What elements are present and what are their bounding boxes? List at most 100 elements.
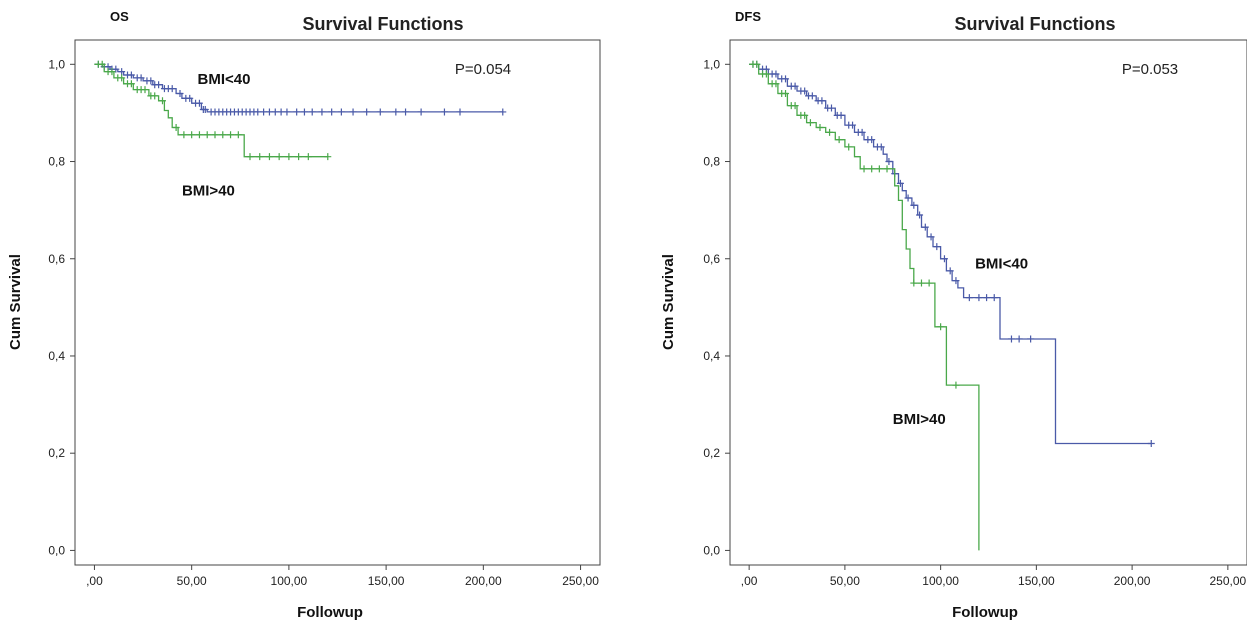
censor-mark xyxy=(151,92,159,100)
censor-mark xyxy=(392,108,400,116)
censor-mark xyxy=(349,108,357,116)
y-tick-label: 0,0 xyxy=(703,543,720,557)
censor-mark xyxy=(277,108,285,116)
censor-mark xyxy=(118,74,126,82)
censor-mark xyxy=(159,97,166,105)
series-layer xyxy=(749,60,1155,551)
series-layer xyxy=(94,60,507,161)
y-tick-label: 0,2 xyxy=(48,446,65,460)
series-label: BMI>40 xyxy=(893,411,946,428)
censor-mark xyxy=(753,60,761,68)
chart-tag: OS xyxy=(110,9,129,24)
censor-mark xyxy=(246,153,254,161)
survival-curve xyxy=(94,63,328,158)
censor-mark xyxy=(801,111,809,119)
y-axis-label: Cum Survival xyxy=(7,254,24,350)
censor-mark xyxy=(762,70,770,78)
censor-mark xyxy=(868,165,876,173)
censor-mark xyxy=(304,153,312,161)
series-label: BMI<40 xyxy=(975,255,1028,272)
censor-mark xyxy=(328,108,336,116)
censor-mark xyxy=(337,108,345,116)
censor-mark xyxy=(275,153,283,161)
y-tick-label: 1,0 xyxy=(48,57,65,71)
censor-mark xyxy=(265,153,273,161)
censor-mark xyxy=(180,131,188,139)
censor-mark xyxy=(176,89,184,97)
censor-mark xyxy=(168,85,176,93)
plot-frame xyxy=(729,39,1247,566)
censor-mark xyxy=(318,108,326,116)
censor-mark xyxy=(195,99,203,107)
censor-mark xyxy=(883,165,891,173)
x-tick-label: 50,00 xyxy=(830,574,860,588)
x-tick-label: 250,00 xyxy=(1210,574,1247,588)
censor-mark xyxy=(910,279,918,287)
censor-mark xyxy=(772,70,780,78)
censor-mark xyxy=(983,294,991,302)
censor-mark xyxy=(860,165,868,173)
y-tick-label: 0,6 xyxy=(48,252,65,266)
censor-mark xyxy=(219,131,227,139)
chart-os: OS Survival Functions P=0.054 Followup C… xyxy=(7,9,601,621)
censor-mark xyxy=(211,131,219,139)
x-ticks: ,00 50,00 100,00 150,00 200,00 250,00 xyxy=(86,565,599,588)
censor-mark xyxy=(801,87,809,95)
censor-mark xyxy=(818,97,826,105)
censor-mark xyxy=(195,131,203,139)
censor-mark xyxy=(916,211,924,219)
censor-mark xyxy=(203,131,211,139)
chart-tag: DFS xyxy=(735,9,761,24)
censor-mark xyxy=(1147,439,1155,447)
y-tick-label: 0,0 xyxy=(48,543,65,557)
y-tick-label: 0,2 xyxy=(703,446,720,460)
x-tick-label: 200,00 xyxy=(1114,574,1151,588)
censor-mark xyxy=(952,277,960,285)
censor-mark xyxy=(234,131,242,139)
y-tick-label: 0,4 xyxy=(703,349,720,363)
censor-mark xyxy=(826,128,834,136)
censor-mark xyxy=(952,381,960,389)
series-label: BMI>40 xyxy=(182,183,235,200)
censor-mark xyxy=(108,68,116,76)
censor-mark xyxy=(791,102,799,110)
censor-mark xyxy=(283,108,291,116)
series-labels: BMI<40 BMI>40 xyxy=(182,71,251,200)
censor-mark xyxy=(975,294,983,302)
censor-mark xyxy=(835,136,843,144)
censor-mark xyxy=(456,108,464,116)
x-tick-label: 100,00 xyxy=(271,574,308,588)
censor-mark xyxy=(141,86,149,94)
censor-mark xyxy=(376,108,384,116)
censor-mark xyxy=(256,153,264,161)
censor-mark xyxy=(808,92,816,100)
censor-mark xyxy=(186,94,194,102)
x-tick-label: 150,00 xyxy=(1018,574,1055,588)
censor-mark xyxy=(917,279,925,287)
censor-mark xyxy=(155,81,163,89)
censor-mark xyxy=(172,124,180,131)
plot-frame xyxy=(74,39,601,566)
censor-mark xyxy=(293,108,301,116)
censor-mark xyxy=(127,80,135,88)
censor-mark xyxy=(147,77,155,85)
censor-mark xyxy=(363,108,371,116)
censor-mark xyxy=(806,119,814,127)
censor-mark xyxy=(308,108,316,116)
censor-mark xyxy=(782,75,790,83)
censor-mark xyxy=(885,158,893,166)
censor-mark xyxy=(921,223,929,231)
y-tick-label: 0,4 xyxy=(48,349,65,363)
chart-dfs: DFS Survival Functions P=0.053 Followup … xyxy=(660,9,1247,621)
censor-mark xyxy=(858,128,866,136)
censor-mark xyxy=(965,294,973,302)
censor-mark xyxy=(910,201,918,209)
series-labels: BMI<40 BMI>40 xyxy=(893,255,1028,428)
censor-mark xyxy=(927,233,935,241)
censor-mark xyxy=(402,108,410,116)
censor-mark xyxy=(260,108,268,116)
y-tick-label: 1,0 xyxy=(703,57,720,71)
y-axis-label: Cum Survival xyxy=(660,254,677,350)
series-label: BMI<40 xyxy=(198,71,251,88)
